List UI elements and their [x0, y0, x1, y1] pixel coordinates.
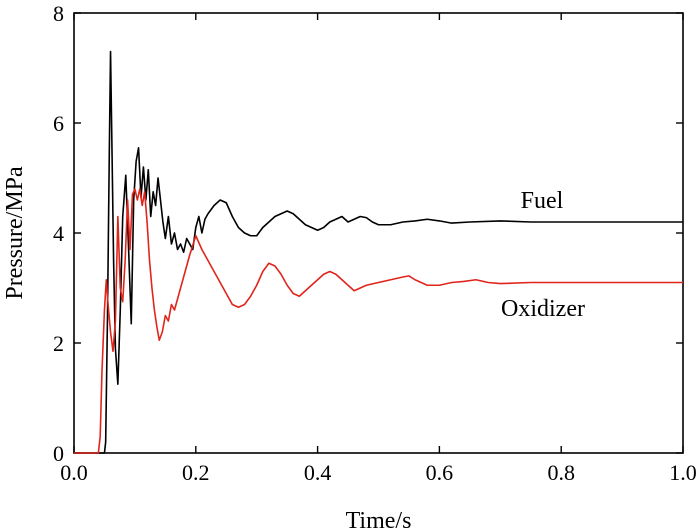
series-label-fuel: Fuel: [521, 188, 564, 214]
y-axis-title: Pressure/MPa: [2, 166, 28, 300]
series-line-fuel: [74, 50, 683, 454]
x-tick-label: 0.6: [426, 460, 454, 485]
x-axis: 0.0 0.2 0.4 0.6 0.8 1.0: [60, 13, 697, 485]
x-tick-label: 0.4: [304, 460, 332, 485]
series-label-oxidizer: Oxidizer: [501, 296, 585, 322]
x-tick-label: 0.8: [547, 460, 575, 485]
y-tick-label: 6: [53, 111, 64, 136]
x-tick-label: 0.0: [60, 460, 88, 485]
y-tick-label: 8: [53, 1, 64, 26]
y-tick-label: 0: [53, 441, 64, 466]
series-line-oxidizer: [74, 188, 683, 454]
y-tick-label: 4: [53, 221, 64, 246]
y-tick-label: 2: [53, 331, 64, 356]
x-axis-title: Time/s: [346, 508, 412, 531]
series-layer: [74, 50, 683, 454]
x-tick-label: 0.2: [182, 460, 210, 485]
x-tick-label: 1.0: [669, 460, 697, 485]
